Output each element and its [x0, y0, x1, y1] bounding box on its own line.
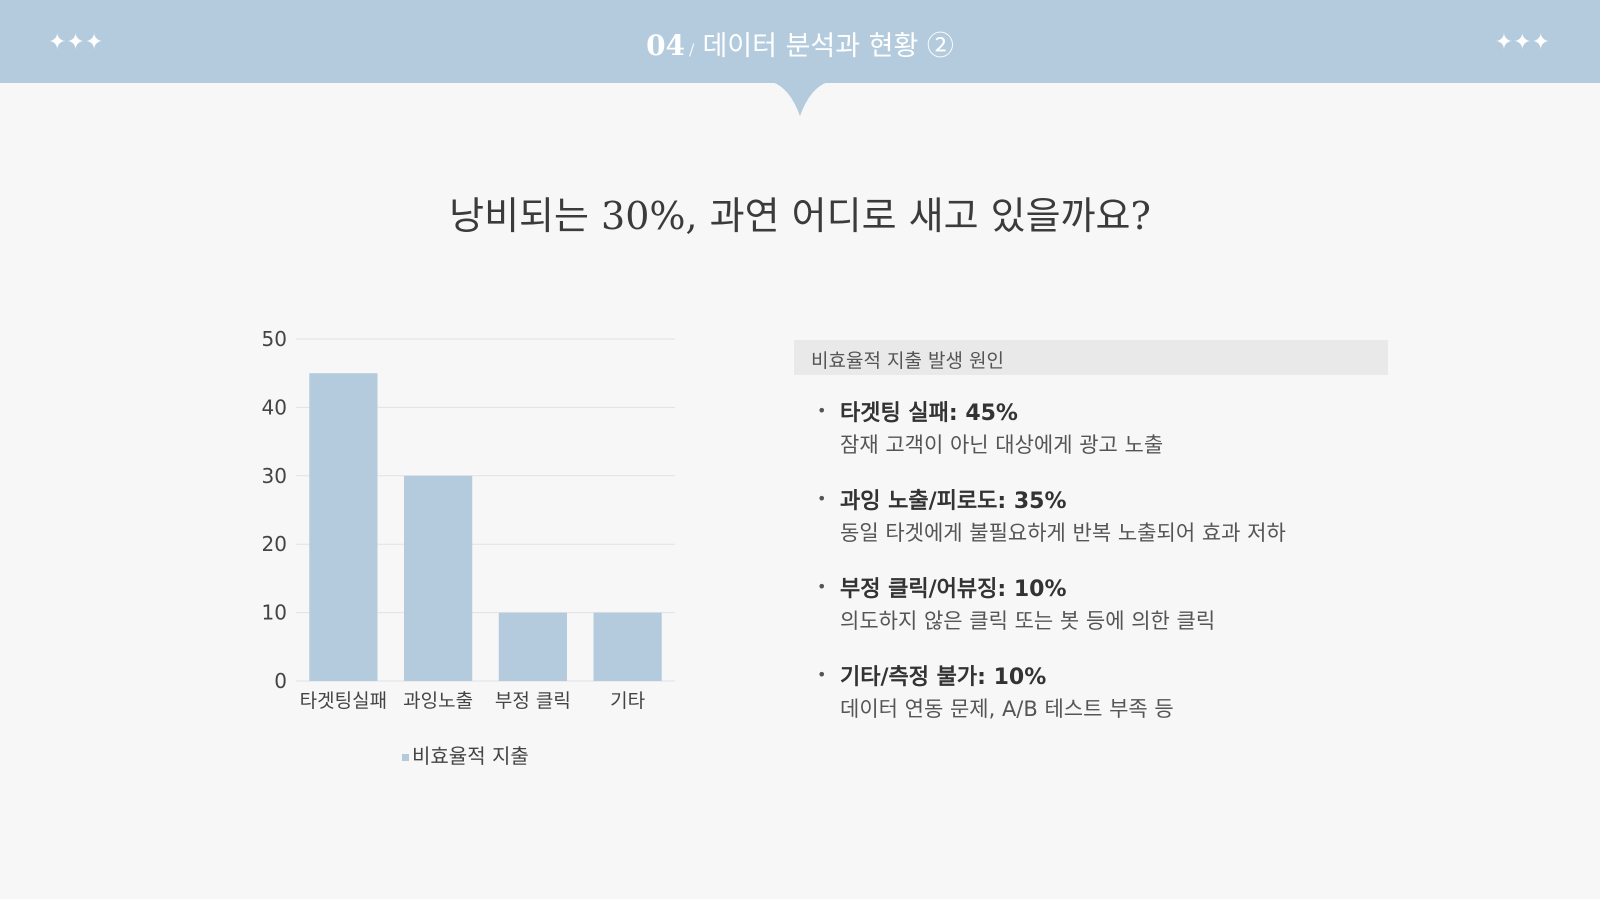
y-tick-label: 10 — [262, 601, 287, 625]
bar-chart: 0 10 20 30 40 50 타겟팅실패 과잉노출 부정 클릭 기타 — [262, 327, 675, 712]
section-number: 04 — [646, 29, 686, 62]
header-notch-icon — [772, 82, 828, 116]
section-separator: / — [689, 40, 695, 59]
cause-title: 타겟팅 실패: 45% — [840, 401, 1018, 426]
bullet-icon: • — [817, 401, 827, 420]
y-tick-label: 30 — [262, 464, 287, 488]
stars-left-icon: ✦✦✦ — [48, 30, 104, 55]
cause-item: • 과잉 노출/피로도: 35% 동일 타겟에게 불필요하게 반복 노출되어 효… — [812, 483, 1412, 571]
bar — [593, 612, 662, 681]
causes-heading-label: 비효율적 지출 발생 원인 — [811, 350, 1004, 372]
cause-item: • 타겟팅 실패: 45% 잠재 고객이 아닌 대상에게 광고 노출 — [812, 395, 1412, 483]
stars-right-icon: ✦✦✦ — [1494, 30, 1550, 55]
bullet-icon: • — [817, 577, 827, 596]
cause-item: • 기타/측정 불가: 10% 데이터 연동 문제, A/B 테스트 부족 등 — [812, 659, 1412, 747]
header-bar: ✦✦✦ 04/ 데이터 분석과 현황 ② ✦✦✦ — [0, 0, 1600, 83]
causes-heading: 비효율적 지출 발생 원인 — [794, 340, 1388, 375]
cause-description: 데이터 연동 문제, A/B 테스트 부족 등 — [840, 697, 1174, 721]
x-tick-label: 타겟팅실패 — [300, 690, 387, 712]
legend-label: 비효율적 지출 — [412, 744, 529, 768]
y-tick-label: 20 — [262, 532, 287, 556]
x-tick-label: 과잉노출 — [403, 690, 473, 712]
causes-list: • 타겟팅 실패: 45% 잠재 고객이 아닌 대상에게 광고 노출 • 과잉 … — [812, 395, 1412, 747]
page-title: 낭비되는 30%, 과연 어디로 새고 있을까요? — [449, 194, 1151, 238]
cause-title: 기타/측정 불가: 10% — [840, 665, 1047, 690]
legend-swatch — [402, 754, 409, 761]
cause-description: 의도하지 않은 클릭 또는 봇 등에 의한 클릭 — [840, 609, 1216, 633]
cause-description: 잠재 고객이 아닌 대상에게 광고 노출 — [840, 433, 1164, 457]
y-tick-label: 40 — [262, 395, 287, 419]
section-title-text: 데이터 분석과 현황 ② — [702, 31, 954, 62]
y-tick-label: 50 — [262, 327, 287, 351]
y-tick-label: 0 — [274, 669, 287, 693]
chart-legend: 비효율적 지출 — [402, 740, 529, 769]
cause-description: 동일 타겟에게 불필요하게 반복 노출되어 효과 저하 — [840, 521, 1286, 545]
x-tick-label: 부정 클릭 — [495, 690, 571, 712]
bar — [309, 373, 378, 681]
section-title: 04/ 데이터 분석과 현황 ② — [0, 24, 1600, 63]
bar — [498, 612, 567, 681]
cause-title: 부정 클릭/어뷰징: 10% — [840, 577, 1067, 602]
cause-item: • 부정 클릭/어뷰징: 10% 의도하지 않은 클릭 또는 봇 등에 의한 클… — [812, 571, 1412, 659]
cause-title: 과잉 노출/피로도: 35% — [840, 489, 1067, 514]
bar — [404, 475, 473, 681]
bullet-icon: • — [817, 489, 827, 508]
bullet-icon: • — [817, 665, 827, 684]
x-tick-label: 기타 — [610, 690, 645, 712]
